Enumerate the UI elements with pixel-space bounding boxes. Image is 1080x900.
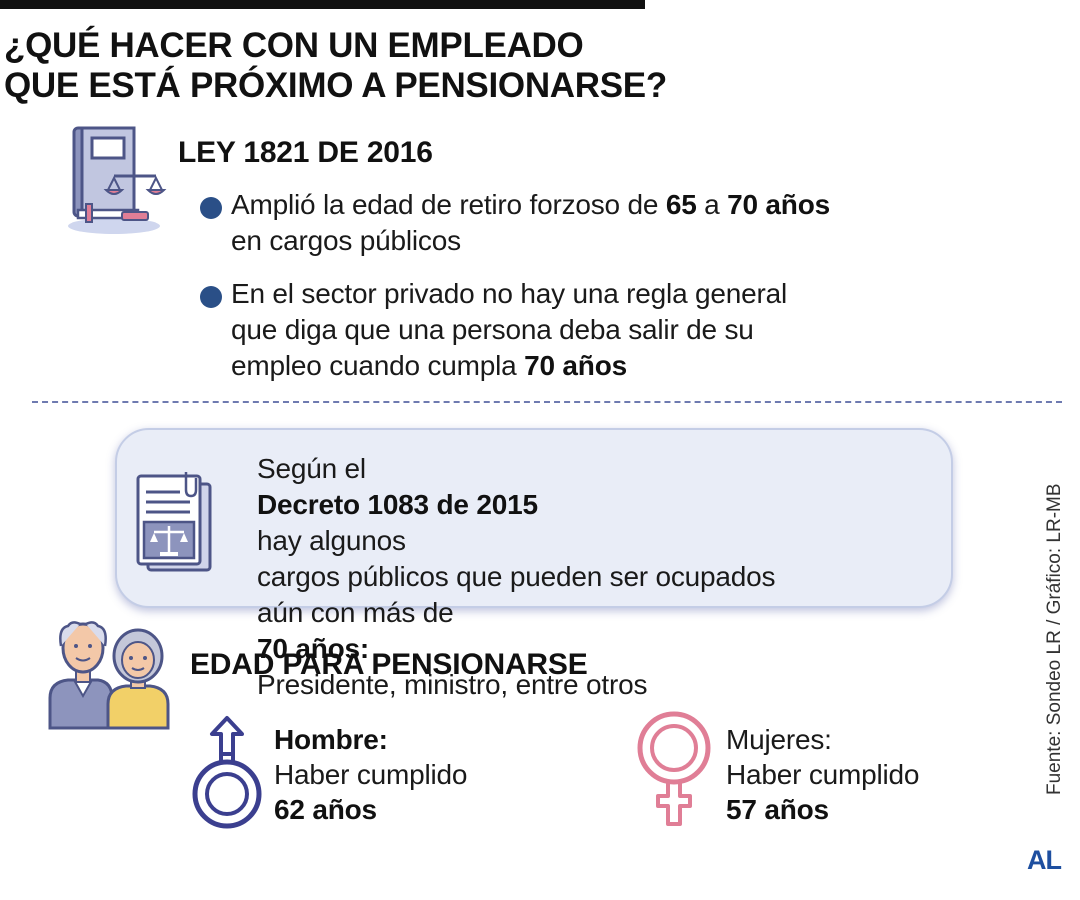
male-age: 62 años [274, 794, 377, 825]
bullet2-bold-70: 70 años [524, 350, 627, 381]
bullet1-text-1: Amplió la edad de retiro forzoso de [231, 189, 666, 220]
bullet1-bold-65: 65 [665, 189, 697, 220]
decree-line2: cargos públicos que pueden ser ocupados [257, 561, 776, 592]
male-info: Hombre: Haber cumplido 62 años [274, 722, 467, 827]
bullet-dot [200, 286, 222, 308]
female-desc: Haber cumplido [726, 759, 920, 790]
decree-line4: Presidente, ministro, entre otros [257, 669, 648, 700]
male-desc: Haber cumplido [274, 759, 468, 790]
bullet1-text-3: en cargos públicos [231, 225, 461, 256]
legal-document-icon [136, 472, 212, 572]
top-rule [0, 0, 645, 9]
source-credit: Fuente: Sondeo LR / Gráfico: LR-MB [1044, 483, 1065, 795]
decree-line1-post: hay algunos [257, 525, 406, 556]
brand-logo: AL [1027, 845, 1062, 875]
pension-heading: EDAD PARA PENSIONARSE [190, 648, 588, 681]
law-bullet-1: Amplió la edad de retiro forzoso de 65 a… [200, 187, 830, 259]
bullet-dot [200, 197, 222, 219]
page-title: ¿QUÉ HACER CON UN EMPLEADO QUE ESTÁ PRÓX… [4, 26, 667, 106]
bullet2-text-1: En el sector privado no hay una regla ge… [231, 278, 788, 309]
decree-text: Según el Decreto 1083 de 2015 hay alguno… [257, 451, 776, 703]
male-label: Hombre: [274, 724, 388, 755]
decree-line3-pre: aún con más de [257, 597, 454, 628]
decree-line3-bold: 70 años: [257, 633, 369, 664]
law-book-scales-icon [68, 126, 167, 234]
female-info: Mujeres: Haber cumplido 57 años [726, 722, 919, 827]
male-symbol-icon [192, 716, 262, 829]
elderly-couple-icon [48, 621, 170, 730]
law-heading: LEY 1821 DE 2016 [178, 136, 433, 169]
female-label: Mujeres: [726, 724, 832, 755]
title-line-1: ¿QUÉ HACER CON UN EMPLEADO [4, 26, 584, 65]
bullet2-text-3: empleo cuando cumpla [231, 350, 525, 381]
section-divider [32, 401, 1062, 403]
law-bullet-2: En el sector privado no hay una regla ge… [200, 276, 787, 384]
female-symbol-icon [637, 711, 711, 826]
bullet1-text-2: a [696, 189, 728, 220]
decree-name: Decreto 1083 de 2015 [257, 489, 538, 520]
title-line-2: QUE ESTÁ PRÓXIMO A PENSIONARSE? [4, 66, 667, 105]
bullet1-bold-70: 70 años [727, 189, 830, 220]
decree-callout [115, 428, 953, 608]
decree-line1-pre: Según el [257, 453, 366, 484]
bullet2-text-2: que diga que una persona deba salir de s… [231, 314, 754, 345]
female-age: 57 años [726, 794, 829, 825]
